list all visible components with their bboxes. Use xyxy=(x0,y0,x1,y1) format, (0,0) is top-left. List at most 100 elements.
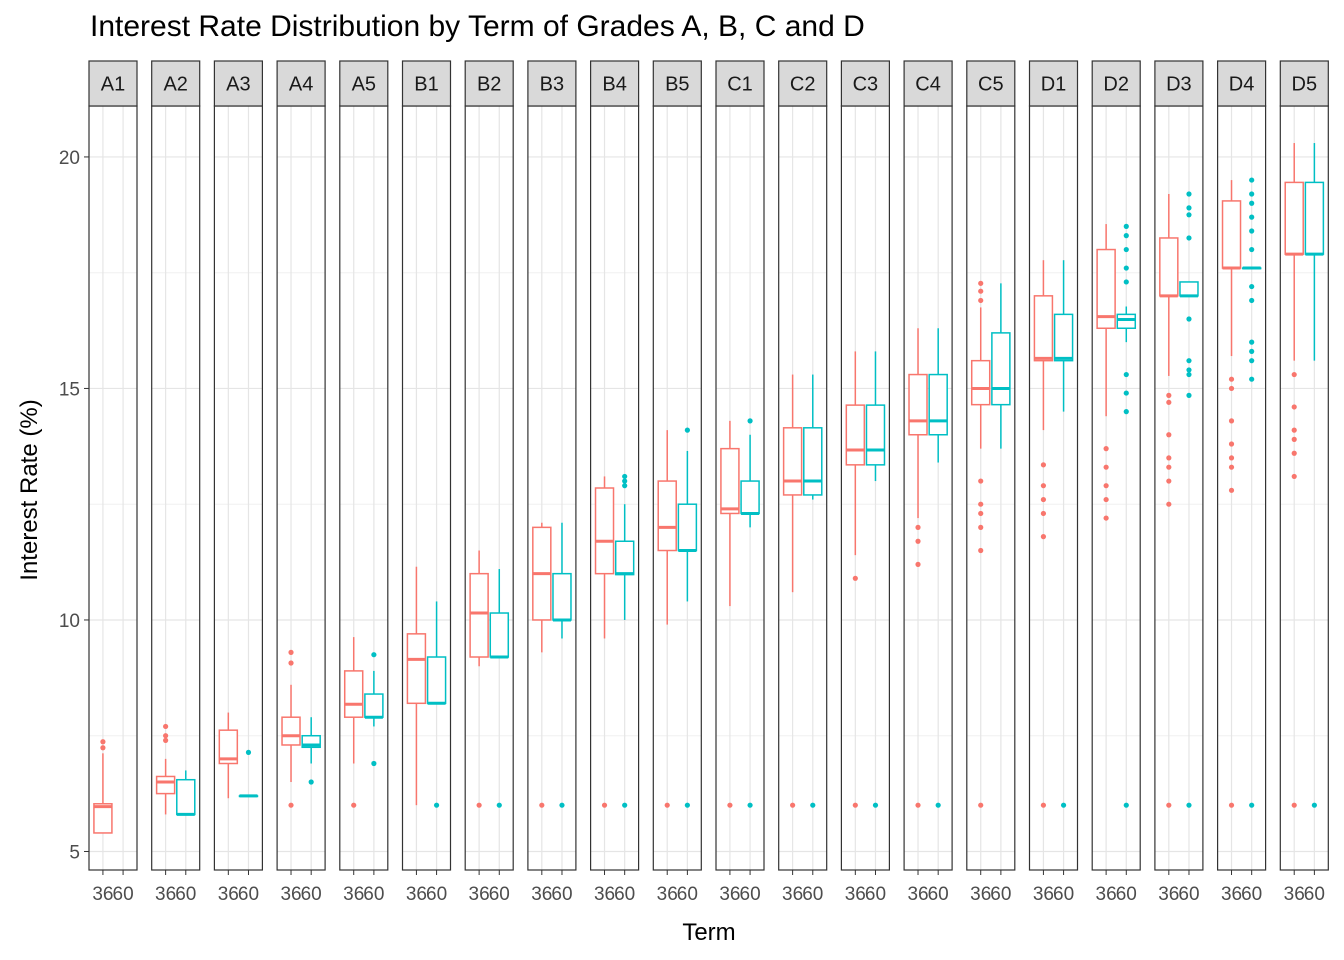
outlier-point xyxy=(163,723,169,730)
outlier-point xyxy=(1291,473,1297,480)
box-iqr xyxy=(803,427,823,496)
facet-strip xyxy=(966,60,1016,107)
x-tick-label: 60 xyxy=(1053,884,1074,905)
facet-strip xyxy=(903,60,953,107)
facet-strip xyxy=(589,60,640,107)
box-b3-60 xyxy=(552,522,572,808)
y-tick-label: 5 xyxy=(69,842,80,863)
box-iqr xyxy=(1116,313,1137,330)
outlier-point xyxy=(1228,464,1235,470)
facet-strip xyxy=(213,60,263,107)
box-iqr xyxy=(301,734,321,749)
outlier-point xyxy=(1186,367,1192,373)
x-tick-label: 36 xyxy=(218,884,239,905)
facet-strip xyxy=(778,60,828,107)
facet-panel-a3: A3 36 60 xyxy=(213,60,263,905)
facet-strip xyxy=(276,60,326,107)
outlier-point xyxy=(1040,483,1047,489)
facet-strip xyxy=(1216,60,1267,107)
outlier-point xyxy=(852,802,858,808)
box-a3-60 xyxy=(238,749,259,798)
box-c5-36 xyxy=(970,280,991,808)
outlier-point xyxy=(1291,436,1297,442)
outlier-point xyxy=(1166,501,1172,507)
x-tick-label: 60 xyxy=(175,884,196,905)
box-a3-36 xyxy=(218,712,239,799)
outlier-point xyxy=(1103,464,1109,470)
box-iqr xyxy=(406,633,427,705)
outlier-point xyxy=(978,297,984,304)
facet-strip xyxy=(1154,60,1204,107)
outlier-point xyxy=(1123,371,1129,378)
panel-background xyxy=(527,106,576,870)
x-tick-label: 36 xyxy=(343,884,364,905)
facet-strip-label: B4 xyxy=(602,74,626,96)
x-tick-label: 60 xyxy=(426,884,447,905)
box-iqr xyxy=(1159,237,1179,297)
box-d1-60 xyxy=(1053,260,1074,808)
facet-panel-a2: A2 36 60 xyxy=(151,60,201,905)
box-iqr xyxy=(343,670,364,718)
box-c4-36 xyxy=(908,328,928,808)
box-iqr xyxy=(281,716,301,746)
outlier-point xyxy=(915,561,921,568)
x-tick-label: 36 xyxy=(280,884,301,905)
box-b1-60 xyxy=(426,601,447,808)
outlier-point xyxy=(747,418,753,424)
outlier-point xyxy=(1291,371,1297,378)
box-iqr xyxy=(845,404,866,466)
outlier-point xyxy=(371,652,377,658)
box-a4-36 xyxy=(281,649,301,808)
outlier-point xyxy=(245,749,252,755)
facet-strip-label: C2 xyxy=(790,74,816,96)
box-d4-36 xyxy=(1221,180,1242,808)
facet-panel-d2: D2 36 60 xyxy=(1091,60,1141,905)
box-b4-60 xyxy=(614,473,635,808)
outlier-point xyxy=(1249,191,1255,197)
box-iqr xyxy=(176,778,196,816)
x-tick-label: 60 xyxy=(677,884,698,905)
outlier-point xyxy=(978,802,984,808)
outlier-point xyxy=(684,427,690,433)
box-c1-60 xyxy=(740,418,760,808)
box-a5-36 xyxy=(343,637,364,808)
y-tick-label: 15 xyxy=(59,379,80,400)
box-a5-60 xyxy=(364,652,384,767)
outlier-point xyxy=(1166,464,1172,470)
outlier-point xyxy=(684,802,690,808)
outlier-point xyxy=(1186,802,1192,808)
outlier-point xyxy=(288,660,294,666)
facet-panel-b4: B4 36 60 xyxy=(589,60,640,905)
facet-strip xyxy=(88,60,138,107)
x-tick-label: 60 xyxy=(551,884,572,905)
outlier-point xyxy=(1103,496,1109,503)
box-iqr xyxy=(364,693,384,718)
box-iqr xyxy=(865,404,886,466)
outlier-point xyxy=(1186,212,1192,218)
outlier-point xyxy=(664,802,670,808)
x-tick-label: 36 xyxy=(1096,884,1117,905)
facet-panel-d5: D5 36 60 xyxy=(1279,60,1329,905)
outlier-point xyxy=(1249,348,1255,355)
x-tick-label: 36 xyxy=(1158,884,1179,905)
box-b1-36 xyxy=(406,566,427,806)
outlier-point xyxy=(1249,339,1255,345)
outlier-point xyxy=(1228,376,1235,382)
x-tick-label: 36 xyxy=(907,884,928,905)
outlier-point xyxy=(100,745,106,751)
outlier-point xyxy=(1103,515,1109,521)
box-iqr xyxy=(720,447,740,515)
box-iqr xyxy=(489,612,510,658)
x-tick-label: 60 xyxy=(802,884,823,905)
outlier-point xyxy=(371,760,377,767)
outlier-point xyxy=(810,802,816,808)
x-axis-label: Term xyxy=(682,919,735,946)
box-iqr xyxy=(677,503,698,552)
box-c2-60 xyxy=(803,374,823,808)
outlier-point xyxy=(496,802,502,808)
outlier-point xyxy=(1123,223,1129,229)
x-tick-label: 36 xyxy=(594,884,615,905)
outlier-point xyxy=(1311,802,1317,808)
x-tick-label: 60 xyxy=(1304,884,1325,905)
box-iqr xyxy=(155,775,176,795)
